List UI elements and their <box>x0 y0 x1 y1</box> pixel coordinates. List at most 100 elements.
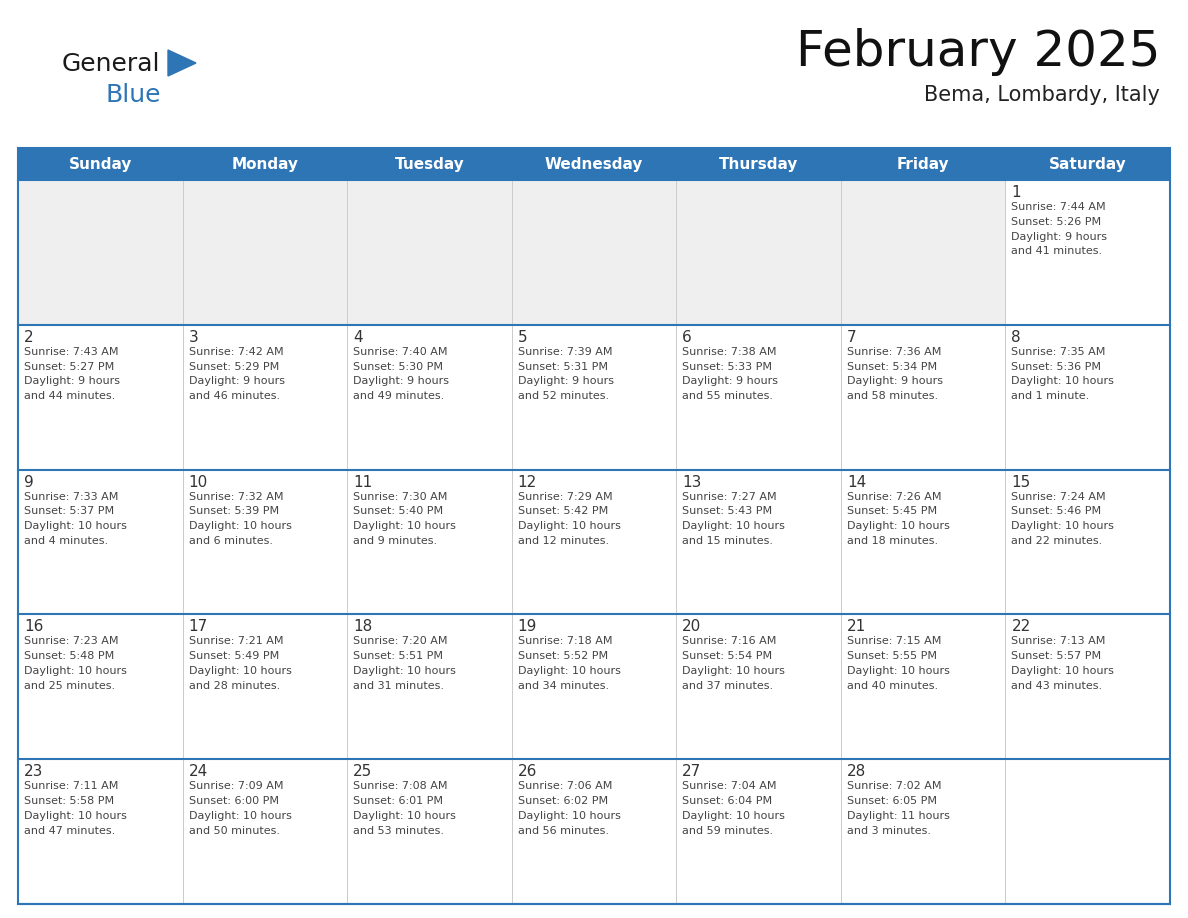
Bar <box>18 470 1170 614</box>
Bar <box>18 614 1170 759</box>
Text: Sunrise: 7:06 AM
Sunset: 6:02 PM
Daylight: 10 hours
and 56 minutes.: Sunrise: 7:06 AM Sunset: 6:02 PM Dayligh… <box>518 781 620 835</box>
Text: 7: 7 <box>847 330 857 345</box>
Text: Bema, Lombardy, Italy: Bema, Lombardy, Italy <box>924 85 1159 105</box>
Bar <box>512 325 676 470</box>
Bar <box>841 470 1005 614</box>
Text: 19: 19 <box>518 620 537 634</box>
Text: 2: 2 <box>24 330 33 345</box>
Text: Tuesday: Tuesday <box>394 156 465 172</box>
Text: 1: 1 <box>1011 185 1020 200</box>
Bar <box>183 614 347 759</box>
Text: 28: 28 <box>847 764 866 779</box>
Bar <box>512 470 676 614</box>
Text: 24: 24 <box>189 764 208 779</box>
Bar <box>347 325 512 470</box>
Text: 21: 21 <box>847 620 866 634</box>
Text: Sunrise: 7:23 AM
Sunset: 5:48 PM
Daylight: 10 hours
and 25 minutes.: Sunrise: 7:23 AM Sunset: 5:48 PM Dayligh… <box>24 636 127 691</box>
Bar <box>676 325 841 470</box>
Text: Sunrise: 7:44 AM
Sunset: 5:26 PM
Daylight: 9 hours
and 41 minutes.: Sunrise: 7:44 AM Sunset: 5:26 PM Dayligh… <box>1011 202 1107 256</box>
Text: 6: 6 <box>682 330 693 345</box>
Bar <box>1005 470 1170 614</box>
Text: Sunrise: 7:33 AM
Sunset: 5:37 PM
Daylight: 10 hours
and 4 minutes.: Sunrise: 7:33 AM Sunset: 5:37 PM Dayligh… <box>24 492 127 546</box>
Polygon shape <box>168 50 196 76</box>
Text: 20: 20 <box>682 620 702 634</box>
Text: Friday: Friday <box>897 156 949 172</box>
Text: Sunrise: 7:02 AM
Sunset: 6:05 PM
Daylight: 11 hours
and 3 minutes.: Sunrise: 7:02 AM Sunset: 6:05 PM Dayligh… <box>847 781 949 835</box>
Bar <box>18 759 1170 904</box>
Bar <box>512 614 676 759</box>
Bar <box>1005 180 1170 325</box>
Text: Sunrise: 7:15 AM
Sunset: 5:55 PM
Daylight: 10 hours
and 40 minutes.: Sunrise: 7:15 AM Sunset: 5:55 PM Dayligh… <box>847 636 949 691</box>
Text: 13: 13 <box>682 475 702 489</box>
Text: Sunrise: 7:08 AM
Sunset: 6:01 PM
Daylight: 10 hours
and 53 minutes.: Sunrise: 7:08 AM Sunset: 6:01 PM Dayligh… <box>353 781 456 835</box>
Text: 14: 14 <box>847 475 866 489</box>
Text: Sunrise: 7:16 AM
Sunset: 5:54 PM
Daylight: 10 hours
and 37 minutes.: Sunrise: 7:16 AM Sunset: 5:54 PM Dayligh… <box>682 636 785 691</box>
Bar <box>347 759 512 904</box>
Text: Sunrise: 7:20 AM
Sunset: 5:51 PM
Daylight: 10 hours
and 31 minutes.: Sunrise: 7:20 AM Sunset: 5:51 PM Dayligh… <box>353 636 456 691</box>
Text: Sunrise: 7:42 AM
Sunset: 5:29 PM
Daylight: 9 hours
and 46 minutes.: Sunrise: 7:42 AM Sunset: 5:29 PM Dayligh… <box>189 347 285 401</box>
Text: 22: 22 <box>1011 620 1031 634</box>
Text: 16: 16 <box>24 620 44 634</box>
Text: Sunrise: 7:40 AM
Sunset: 5:30 PM
Daylight: 9 hours
and 49 minutes.: Sunrise: 7:40 AM Sunset: 5:30 PM Dayligh… <box>353 347 449 401</box>
Text: Sunrise: 7:21 AM
Sunset: 5:49 PM
Daylight: 10 hours
and 28 minutes.: Sunrise: 7:21 AM Sunset: 5:49 PM Dayligh… <box>189 636 291 691</box>
Bar <box>183 470 347 614</box>
Text: Sunrise: 7:30 AM
Sunset: 5:40 PM
Daylight: 10 hours
and 9 minutes.: Sunrise: 7:30 AM Sunset: 5:40 PM Dayligh… <box>353 492 456 546</box>
Bar <box>18 325 1170 470</box>
Text: Sunrise: 7:32 AM
Sunset: 5:39 PM
Daylight: 10 hours
and 6 minutes.: Sunrise: 7:32 AM Sunset: 5:39 PM Dayligh… <box>189 492 291 546</box>
Text: 17: 17 <box>189 620 208 634</box>
Bar <box>676 470 841 614</box>
Bar <box>18 325 183 470</box>
Text: Sunrise: 7:38 AM
Sunset: 5:33 PM
Daylight: 9 hours
and 55 minutes.: Sunrise: 7:38 AM Sunset: 5:33 PM Dayligh… <box>682 347 778 401</box>
Text: 26: 26 <box>518 764 537 779</box>
Text: Thursday: Thursday <box>719 156 798 172</box>
Bar <box>841 759 1005 904</box>
Text: Sunrise: 7:29 AM
Sunset: 5:42 PM
Daylight: 10 hours
and 12 minutes.: Sunrise: 7:29 AM Sunset: 5:42 PM Dayligh… <box>518 492 620 546</box>
Bar <box>512 759 676 904</box>
Text: Wednesday: Wednesday <box>545 156 643 172</box>
Text: Sunrise: 7:27 AM
Sunset: 5:43 PM
Daylight: 10 hours
and 15 minutes.: Sunrise: 7:27 AM Sunset: 5:43 PM Dayligh… <box>682 492 785 546</box>
Bar <box>183 759 347 904</box>
Text: Sunrise: 7:18 AM
Sunset: 5:52 PM
Daylight: 10 hours
and 34 minutes.: Sunrise: 7:18 AM Sunset: 5:52 PM Dayligh… <box>518 636 620 691</box>
Text: Sunrise: 7:24 AM
Sunset: 5:46 PM
Daylight: 10 hours
and 22 minutes.: Sunrise: 7:24 AM Sunset: 5:46 PM Dayligh… <box>1011 492 1114 546</box>
Text: Sunday: Sunday <box>69 156 132 172</box>
Text: 23: 23 <box>24 764 44 779</box>
Bar <box>676 614 841 759</box>
Text: Sunrise: 7:04 AM
Sunset: 6:04 PM
Daylight: 10 hours
and 59 minutes.: Sunrise: 7:04 AM Sunset: 6:04 PM Dayligh… <box>682 781 785 835</box>
Text: 10: 10 <box>189 475 208 489</box>
Bar <box>183 325 347 470</box>
Bar <box>18 470 183 614</box>
Bar <box>841 614 1005 759</box>
Bar <box>1005 614 1170 759</box>
Bar <box>18 614 183 759</box>
Text: February 2025: February 2025 <box>796 28 1159 76</box>
Text: Saturday: Saturday <box>1049 156 1126 172</box>
Bar <box>676 759 841 904</box>
Text: Sunrise: 7:26 AM
Sunset: 5:45 PM
Daylight: 10 hours
and 18 minutes.: Sunrise: 7:26 AM Sunset: 5:45 PM Dayligh… <box>847 492 949 546</box>
Text: Blue: Blue <box>106 83 162 107</box>
Text: Sunrise: 7:09 AM
Sunset: 6:00 PM
Daylight: 10 hours
and 50 minutes.: Sunrise: 7:09 AM Sunset: 6:00 PM Dayligh… <box>189 781 291 835</box>
Text: 18: 18 <box>353 620 372 634</box>
Text: 5: 5 <box>518 330 527 345</box>
Text: 9: 9 <box>24 475 33 489</box>
Text: 27: 27 <box>682 764 702 779</box>
Text: 15: 15 <box>1011 475 1031 489</box>
Text: 8: 8 <box>1011 330 1020 345</box>
Text: 12: 12 <box>518 475 537 489</box>
Text: Sunrise: 7:43 AM
Sunset: 5:27 PM
Daylight: 9 hours
and 44 minutes.: Sunrise: 7:43 AM Sunset: 5:27 PM Dayligh… <box>24 347 120 401</box>
Text: Sunrise: 7:39 AM
Sunset: 5:31 PM
Daylight: 9 hours
and 52 minutes.: Sunrise: 7:39 AM Sunset: 5:31 PM Dayligh… <box>518 347 614 401</box>
Text: 25: 25 <box>353 764 372 779</box>
Text: Sunrise: 7:36 AM
Sunset: 5:34 PM
Daylight: 9 hours
and 58 minutes.: Sunrise: 7:36 AM Sunset: 5:34 PM Dayligh… <box>847 347 943 401</box>
Text: General: General <box>62 52 160 76</box>
Text: Sunrise: 7:35 AM
Sunset: 5:36 PM
Daylight: 10 hours
and 1 minute.: Sunrise: 7:35 AM Sunset: 5:36 PM Dayligh… <box>1011 347 1114 401</box>
Text: 11: 11 <box>353 475 372 489</box>
Text: Monday: Monday <box>232 156 298 172</box>
Bar <box>18 148 1170 904</box>
Bar <box>18 148 1170 180</box>
Bar <box>1005 325 1170 470</box>
Bar <box>347 470 512 614</box>
Bar <box>18 759 183 904</box>
Bar <box>347 614 512 759</box>
Text: Sunrise: 7:11 AM
Sunset: 5:58 PM
Daylight: 10 hours
and 47 minutes.: Sunrise: 7:11 AM Sunset: 5:58 PM Dayligh… <box>24 781 127 835</box>
Bar <box>841 325 1005 470</box>
Text: 3: 3 <box>189 330 198 345</box>
